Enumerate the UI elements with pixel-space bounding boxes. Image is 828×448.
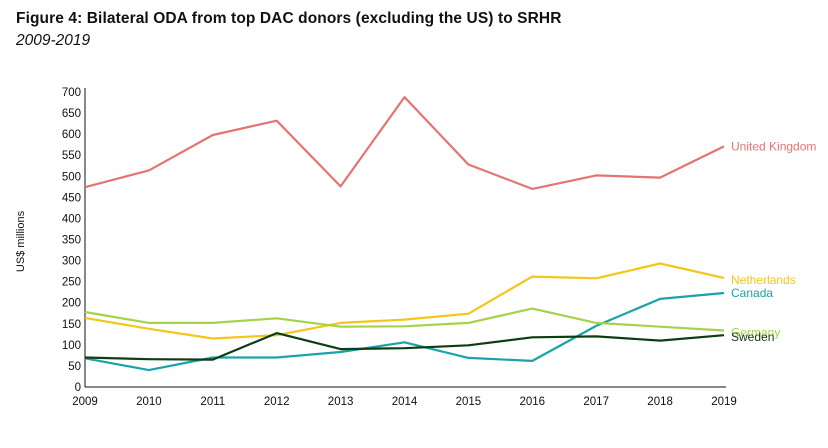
series-label-germany: Germany	[731, 326, 780, 340]
y-tick-label: 0	[75, 382, 81, 394]
chart-axes	[84, 88, 726, 388]
y-tick-label: 150	[62, 319, 81, 331]
y-tick-label: 500	[62, 171, 81, 183]
x-tick-label: 2018	[647, 396, 673, 408]
x-tick-label: 2012	[264, 396, 290, 408]
series-lines	[84, 95, 725, 372]
y-tick-label: 700	[62, 87, 81, 99]
series-label-netherlands: Netherlands	[731, 273, 796, 287]
y-tick-label: 650	[62, 108, 81, 120]
x-tick-label: 2011	[200, 396, 225, 408]
series-line-canada	[84, 291, 725, 372]
chart-subtitle: 2009-2019	[16, 32, 91, 49]
y-axis-label: US$ millions	[15, 210, 27, 272]
y-tick-label: 200	[62, 298, 81, 310]
y-tick-labels: 0 50 100 150 200 250 300 350 400 450 500 550 600 650 7…	[62, 87, 81, 394]
x-tick-label: 2009	[72, 396, 98, 408]
series-line-germany	[84, 307, 725, 332]
x-tick-label: 2010	[136, 396, 162, 408]
y-tick-label: 100	[62, 340, 81, 352]
y-tick-label: 350	[62, 235, 81, 247]
y-tick-label: 600	[62, 129, 81, 141]
y-tick-label: 50	[68, 361, 81, 373]
y-tick-label: 550	[62, 150, 81, 162]
series-line-sweden	[84, 332, 725, 361]
x-tick-label: 2017	[583, 396, 609, 408]
x-tick-label: 2016	[520, 396, 546, 408]
y-tick-label: 400	[62, 213, 81, 225]
series-line-netherlands	[84, 262, 725, 340]
x-tick-label: 2019	[711, 396, 737, 408]
series-label-canada: Canada	[731, 286, 773, 300]
x-tick-label: 2013	[328, 396, 354, 408]
series-label-sweden: Sweden	[731, 330, 774, 344]
chart-title: Figure 4: Bilateral ODA from top DAC don…	[16, 10, 562, 27]
x-tick-labels: 2009 2010 2011 2012 2013 2014 2015 2016 2017 2018…	[72, 396, 737, 408]
series-line-united-kingdom	[84, 95, 725, 190]
y-tick-label: 450	[62, 192, 81, 204]
x-tick-label: 2014	[392, 396, 418, 408]
y-tick-label: 300	[62, 256, 81, 268]
x-tick-label: 2015	[456, 396, 482, 408]
series-label-united-kingdom: United Kingdom	[731, 139, 816, 153]
y-tick-label: 250	[62, 277, 81, 289]
